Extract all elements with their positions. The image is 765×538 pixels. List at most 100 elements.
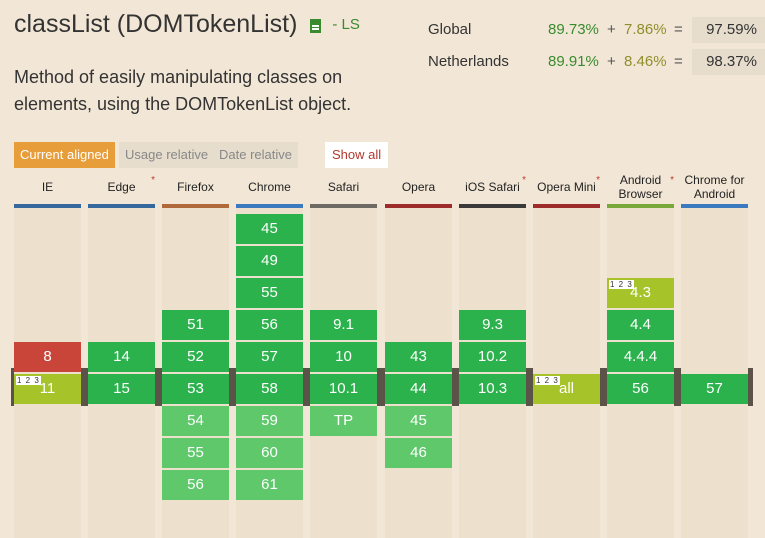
tab-date-relative[interactable]: Date relative	[213, 142, 298, 168]
region-name[interactable]: Netherlands	[428, 53, 509, 70]
current-version-cell[interactable]: 44	[385, 374, 452, 404]
version-label: 11	[39, 380, 56, 397]
current-version-cell[interactable]: 58	[236, 374, 303, 404]
version-label: 45	[261, 220, 278, 237]
notes-badge: 1 2 3	[16, 376, 41, 385]
version-label: 46	[410, 444, 427, 461]
version-label: 61	[261, 476, 278, 493]
current-version-cell[interactable]: 53	[162, 374, 229, 404]
version-label: all	[558, 380, 574, 397]
version-cell[interactable]: 52	[162, 342, 229, 372]
version-track	[459, 208, 526, 538]
notes-badge: 1 2 3	[609, 280, 634, 289]
version-cell[interactable]: 61	[236, 470, 303, 500]
version-cell[interactable]: 10.2	[459, 342, 526, 372]
version-cell[interactable]: 10	[310, 342, 377, 372]
version-cell[interactable]: 54	[162, 406, 229, 436]
version-track	[88, 208, 155, 538]
browser-name: Opera	[401, 180, 436, 194]
version-label: 56	[632, 380, 649, 397]
version-cell[interactable]: 56	[236, 310, 303, 340]
current-version-cell[interactable]: all 1 2 3	[533, 374, 600, 404]
current-version-cell[interactable]: 10.3	[459, 374, 526, 404]
spec-status[interactable]: - LS	[332, 16, 360, 33]
tab-usage-relative[interactable]: Usage relative	[119, 142, 215, 168]
version-label: 9.1	[333, 316, 354, 333]
version-label: 49	[261, 252, 278, 269]
plus-sign: +	[607, 21, 616, 38]
version-label: 57	[706, 380, 723, 397]
browser-color-bar	[533, 204, 600, 208]
version-label: 4.4	[630, 316, 651, 333]
version-cell[interactable]: 49	[236, 246, 303, 276]
version-cell[interactable]: 56	[162, 470, 229, 500]
version-cell[interactable]: 51	[162, 310, 229, 340]
version-label: 10.3	[477, 380, 508, 397]
version-track	[310, 208, 377, 538]
prefix-asterisk: *	[670, 175, 674, 186]
version-cell[interactable]: 4.4	[607, 310, 674, 340]
browser-color-bar	[459, 204, 526, 208]
browser-color-bar	[607, 204, 674, 208]
version-label: 56	[261, 316, 278, 333]
browser-name: IE	[41, 180, 54, 194]
version-cell[interactable]: 43	[385, 342, 452, 372]
version-cell[interactable]: 60	[236, 438, 303, 468]
equals-sign: =	[674, 21, 683, 38]
version-label: TP	[333, 412, 354, 429]
partial-support-pct: 8.46%	[624, 53, 667, 70]
current-version-cell[interactable]: 15	[88, 374, 155, 404]
show-all-button[interactable]: Show all	[325, 142, 389, 168]
current-version-cell[interactable]: 10.1	[310, 374, 377, 404]
plus-sign: +	[607, 53, 616, 70]
prefix-asterisk: *	[151, 175, 155, 186]
version-track	[681, 208, 748, 538]
region-name[interactable]: Global	[428, 21, 472, 38]
version-label: 43	[410, 348, 427, 365]
tab-current-aligned[interactable]: Current aligned	[14, 142, 115, 168]
version-cell[interactable]: 55	[236, 278, 303, 308]
version-label: 10.1	[328, 380, 359, 397]
usage-global: Global 89.73% + 7.86% = 97.59%	[428, 16, 765, 44]
browser-color-bar	[385, 204, 452, 208]
current-version-cell[interactable]: 56	[607, 374, 674, 404]
notes-badge: 1 2 3	[535, 376, 560, 385]
document-icon[interactable]	[310, 19, 322, 33]
version-cell[interactable]: 57	[236, 342, 303, 372]
version-cell[interactable]: 45	[236, 214, 303, 244]
version-cell[interactable]: TP	[310, 406, 377, 436]
version-cell[interactable]: 9.3	[459, 310, 526, 340]
full-support-pct: 89.73%	[548, 21, 599, 38]
total-support-pct: 97.59%	[692, 17, 765, 43]
version-cell[interactable]: 45	[385, 406, 452, 436]
version-cell[interactable]: 4.3 1 2 3	[607, 278, 674, 308]
version-cell[interactable]: 8	[14, 342, 81, 372]
version-cell[interactable]: 46	[385, 438, 452, 468]
feature-title-text: classList (DOMTokenList)	[14, 10, 298, 38]
current-version-cell[interactable]: 57	[681, 374, 748, 404]
version-label: 59	[261, 412, 278, 429]
version-label: 44	[410, 380, 427, 397]
version-label: 53	[187, 380, 204, 397]
version-label: 9.3	[482, 316, 503, 333]
version-cell[interactable]: 9.1	[310, 310, 377, 340]
version-cell[interactable]: 14	[88, 342, 155, 372]
version-cell[interactable]: 4.4.4	[607, 342, 674, 372]
version-label: 54	[187, 412, 204, 429]
version-cell[interactable]: 59	[236, 406, 303, 436]
version-track	[533, 208, 600, 538]
browser-name: iOS Safari *	[465, 175, 526, 194]
browser-color-bar	[310, 204, 377, 208]
browser-name: Chrome for Android	[684, 173, 745, 201]
current-version-cell[interactable]: 11 1 2 3	[14, 374, 81, 404]
browser-color-bar	[88, 204, 155, 208]
version-label: 58	[261, 380, 278, 397]
version-label: 15	[113, 380, 130, 397]
usage-netherlands: Netherlands 89.91% + 8.46% = 98.37%	[428, 48, 765, 76]
version-label: 14	[113, 348, 130, 365]
version-label: 4.3	[630, 284, 651, 301]
version-label: 52	[187, 348, 204, 365]
version-cell[interactable]: 55	[162, 438, 229, 468]
prefix-asterisk: *	[522, 175, 526, 186]
browser-name: Android Browser *	[618, 173, 674, 201]
